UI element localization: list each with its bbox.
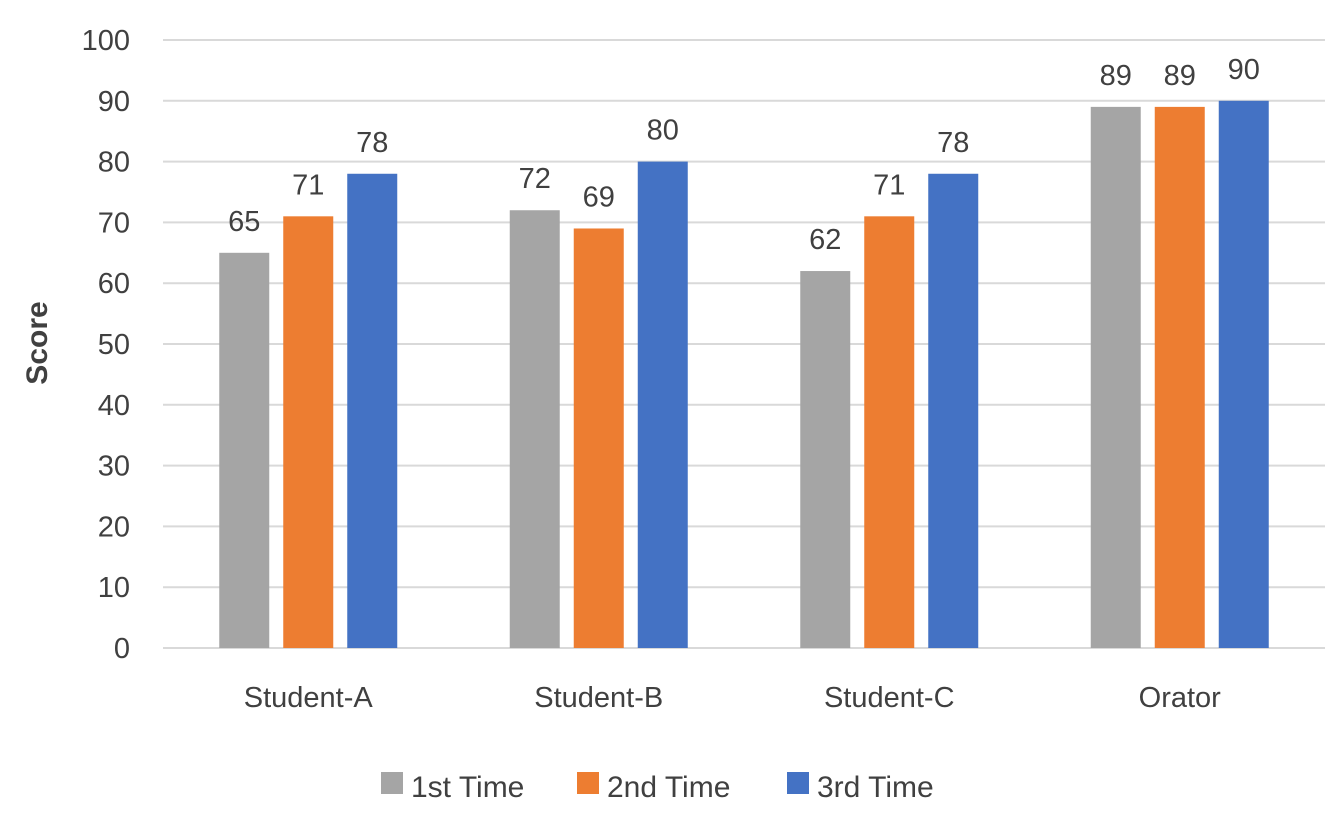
x-category-label: Orator bbox=[1139, 682, 1222, 714]
y-tick-label: 40 bbox=[98, 390, 130, 422]
bar-student-a-1 bbox=[219, 252, 270, 649]
x-category-label: Student-C bbox=[824, 682, 955, 714]
legend-label: 2nd Time bbox=[607, 771, 730, 804]
bar-orator-2 bbox=[1154, 106, 1205, 648]
x-category-label: Student-B bbox=[534, 682, 663, 714]
bar-student-b-2 bbox=[573, 228, 624, 649]
y-tick-label: 10 bbox=[98, 572, 130, 604]
y-tick-label: 20 bbox=[98, 511, 130, 543]
bar-student-b-1 bbox=[509, 210, 560, 649]
bar-student-c-3 bbox=[928, 173, 979, 648]
legend-label: 1st Time bbox=[411, 771, 524, 804]
data-label: 89 bbox=[1100, 60, 1132, 92]
y-tick-label: 90 bbox=[98, 86, 130, 118]
data-label: 71 bbox=[873, 169, 905, 201]
legend-label: 3rd Time bbox=[817, 771, 934, 804]
data-label: 69 bbox=[583, 181, 615, 213]
y-tick-label: 100 bbox=[82, 25, 130, 57]
bar-student-a-3 bbox=[347, 173, 398, 648]
data-label: 80 bbox=[647, 115, 679, 147]
data-label: 78 bbox=[937, 127, 969, 159]
y-tick-label: 50 bbox=[98, 329, 130, 361]
data-label: 78 bbox=[356, 127, 388, 159]
data-label: 71 bbox=[292, 169, 324, 201]
x-category-label: Student-A bbox=[244, 682, 374, 714]
data-label: 89 bbox=[1164, 60, 1196, 92]
bar-student-b-3 bbox=[637, 161, 688, 648]
bar-orator-3 bbox=[1218, 100, 1269, 649]
y-axis-ticks: 0 10 20 30 40 50 60 70 80 90 100 bbox=[82, 25, 130, 665]
legend: 1st Time 2nd Time 3rd Time bbox=[381, 771, 934, 804]
bar-student-c-1 bbox=[800, 271, 851, 648]
legend-swatch bbox=[577, 772, 599, 794]
y-tick-label: 30 bbox=[98, 451, 130, 483]
grid-layer bbox=[163, 39, 1325, 649]
legend-swatch bbox=[787, 772, 809, 794]
bar-orator-1 bbox=[1090, 106, 1141, 648]
y-tick-label: 70 bbox=[98, 207, 130, 239]
data-label: 90 bbox=[1228, 54, 1260, 86]
y-axis-title: Score bbox=[21, 301, 54, 384]
data-label: 65 bbox=[228, 206, 260, 238]
data-label: 62 bbox=[809, 224, 841, 256]
y-tick-label: 80 bbox=[98, 147, 130, 179]
legend-swatch bbox=[381, 772, 403, 794]
bar-student-a-2 bbox=[283, 216, 334, 648]
data-labels-layer: 65 71 78 72 69 80 62 71 78 89 89 90 bbox=[228, 54, 1260, 256]
y-tick-label: 60 bbox=[98, 268, 130, 300]
y-tick-label: 0 bbox=[114, 633, 130, 665]
data-label: 72 bbox=[519, 163, 551, 195]
bar-student-c-2 bbox=[864, 216, 915, 648]
x-axis-categories: Student-A Student-B Student-C Orator bbox=[244, 682, 1221, 714]
bars-layer bbox=[219, 100, 1269, 649]
